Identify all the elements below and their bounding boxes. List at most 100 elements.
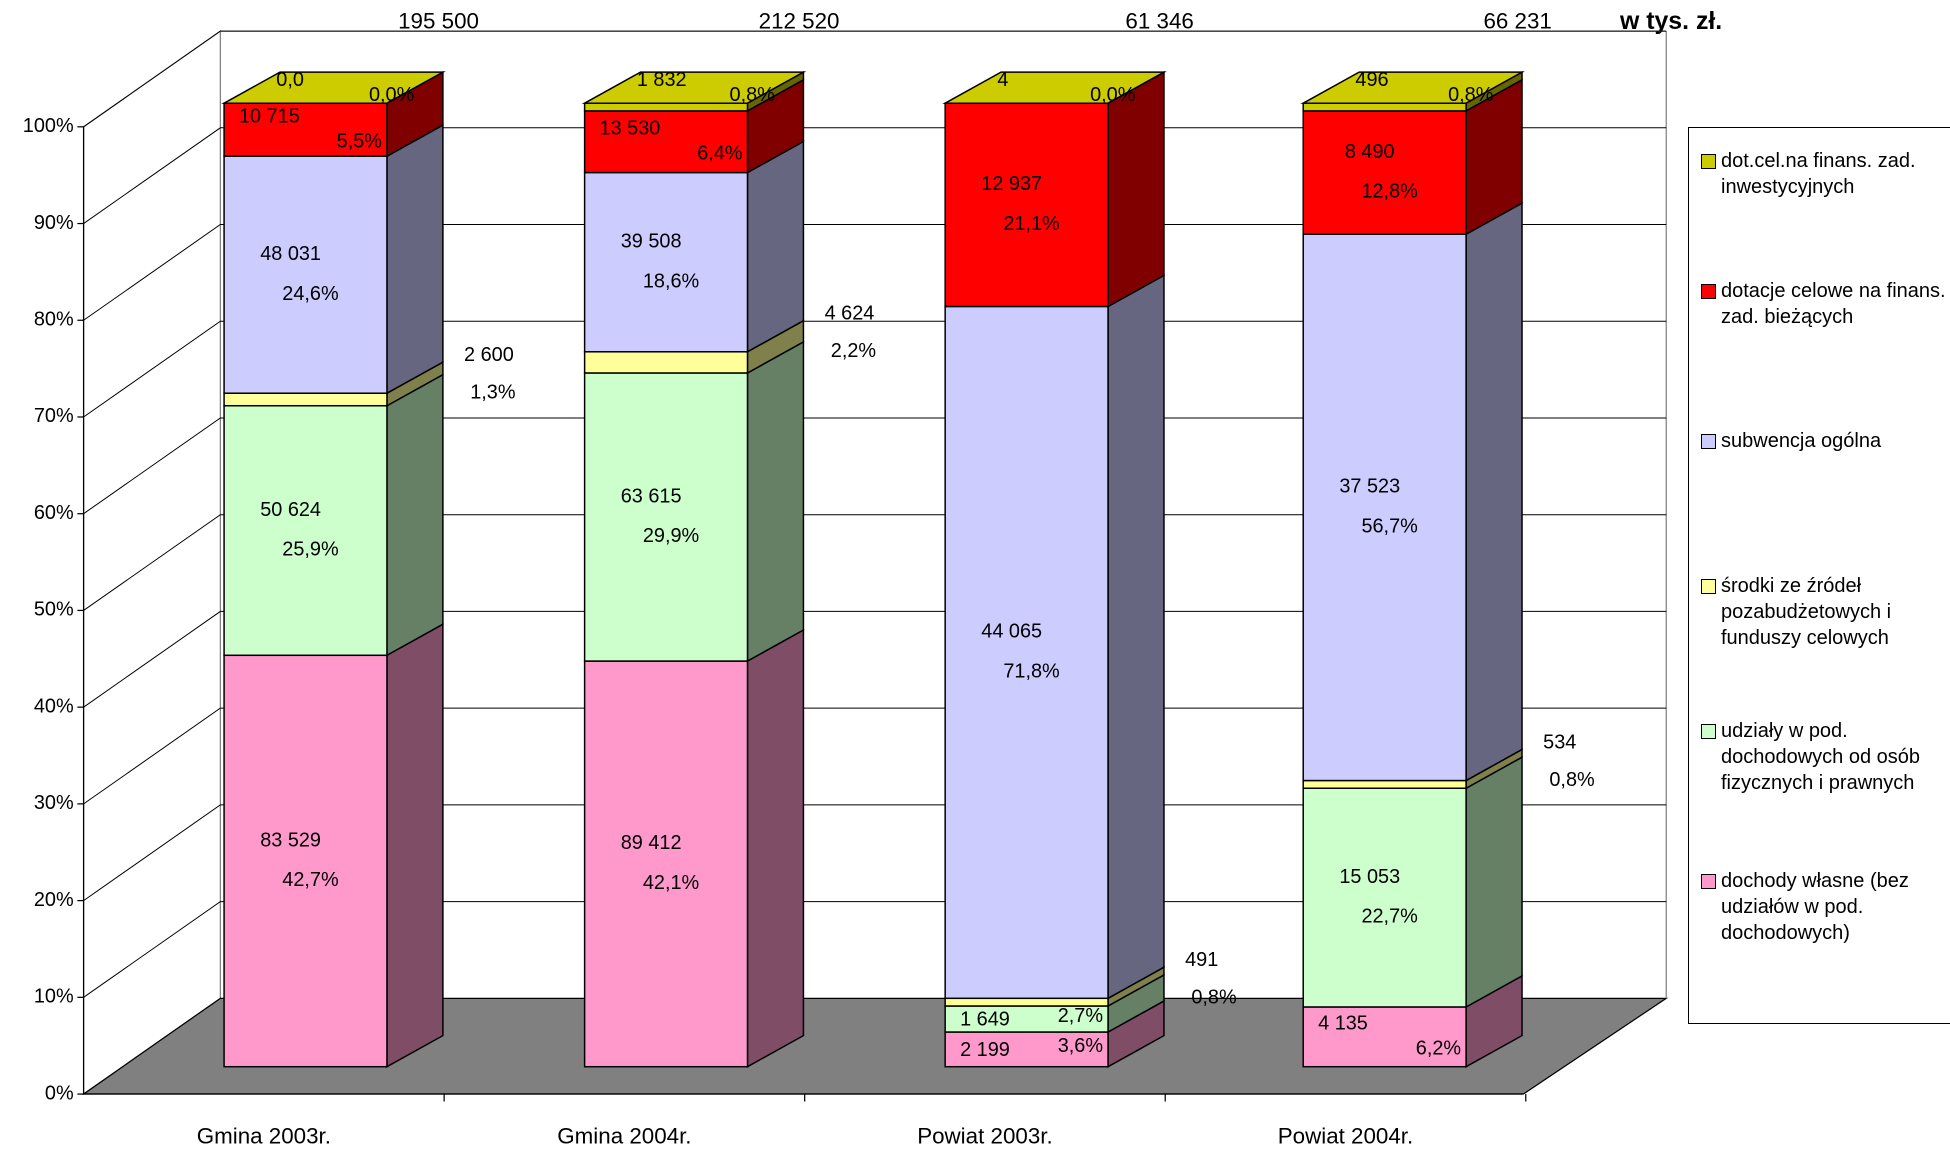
percent-label: 3,6%	[1058, 1035, 1103, 1057]
percent-label: 6,2%	[1416, 1038, 1461, 1060]
value-label: 13 530	[600, 118, 661, 140]
value-label: 0,0	[276, 69, 304, 91]
bar-segment	[583, 102, 749, 112]
legend-item: dot.cel.na finans. zad. inwestycyjnych	[1701, 148, 1950, 200]
percent-label: 18,6%	[643, 270, 699, 292]
bar-segment	[1302, 102, 1467, 112]
percent-label: 21,1%	[1003, 213, 1059, 235]
percent-label: 12,8%	[1361, 181, 1417, 203]
grid-line	[83, 514, 1667, 611]
grid-line	[83, 417, 1667, 515]
bar-side	[386, 373, 444, 657]
legend-swatch	[1701, 874, 1716, 889]
legend-item: dotacje celowe na finans. zad. bieżących	[1701, 278, 1950, 330]
bar-segment	[944, 997, 1109, 1007]
legend-item: udziały w pod. dochodowych od osób fizyc…	[1701, 718, 1950, 796]
grid-line	[83, 804, 1667, 902]
legend-label: dot.cel.na finans. zad. inwestycyjnych	[1721, 150, 1916, 198]
value-label: 1 832	[637, 69, 687, 91]
value-label: 10 715	[239, 106, 300, 128]
bar-segment	[583, 660, 749, 1068]
bar-segment	[583, 372, 749, 662]
percent-label: 6,4%	[697, 142, 742, 164]
legend-label: udziały w pod. dochodowych od osób fizyc…	[1721, 720, 1921, 794]
bar-side	[386, 622, 444, 1068]
y-tick-label: 40%	[34, 695, 74, 717]
percent-label: 56,7%	[1361, 516, 1417, 538]
bar-side	[1107, 70, 1165, 308]
bar-segment	[223, 392, 388, 407]
percent-label: 25,9%	[282, 539, 338, 561]
value-label: 4 624	[825, 303, 875, 325]
value-label: 48 031	[260, 243, 321, 265]
value-label: 12 937	[981, 173, 1042, 195]
y-tick-label: 30%	[34, 792, 74, 814]
total-label: 61 346	[1125, 8, 1193, 33]
bar-segment	[944, 102, 1109, 308]
percent-label: 0,8%	[730, 84, 775, 106]
legend-label: subwencja ogólna	[1721, 430, 1882, 452]
x-tick-label: Gmina 2003r.	[197, 1123, 331, 1148]
bar-segment	[223, 155, 388, 394]
legend-label: dotacje celowe na finans. zad. bieżących	[1721, 280, 1946, 328]
grid-line	[83, 224, 1667, 321]
percent-label: 5,5%	[337, 130, 382, 152]
value-label: 8 490	[1345, 141, 1395, 163]
percent-label: 24,6%	[282, 283, 338, 305]
value-label: 496	[1355, 69, 1388, 91]
y-tick-label: 100%	[23, 115, 74, 137]
value-label: 2 600	[464, 344, 514, 366]
bar-segment	[1302, 233, 1467, 782]
bar-segment	[583, 110, 749, 174]
bar-side	[746, 340, 805, 663]
bar-segment	[583, 171, 749, 353]
y-tick-label: 50%	[34, 599, 74, 621]
legend-swatch	[1701, 579, 1716, 594]
legend-item: subwencja ogólna	[1701, 428, 1950, 454]
grid-line	[83, 707, 1667, 805]
value-label: 63 615	[621, 485, 682, 507]
grid-line	[83, 127, 1667, 224]
bar-side	[1465, 201, 1523, 782]
bar-segment	[1302, 110, 1467, 235]
value-label: 4 135	[1318, 1013, 1368, 1035]
bar-top	[581, 71, 807, 104]
y-tick-label: 80%	[34, 309, 74, 331]
percent-label: 2,7%	[1058, 1005, 1103, 1027]
percent-label: 0,8%	[1549, 769, 1594, 791]
value-label: 4	[997, 69, 1008, 91]
value-label: 1 649	[960, 1009, 1010, 1031]
bar-top	[1300, 71, 1525, 104]
value-label: 39 508	[621, 231, 682, 253]
total-label: 195 500	[398, 8, 479, 33]
bar-segment	[944, 1005, 1109, 1033]
x-tick-label: Gmina 2004r.	[557, 1123, 691, 1148]
value-label: 15 053	[1339, 866, 1400, 888]
y-tick-label: 70%	[34, 405, 74, 427]
percent-label: 0,8%	[1191, 987, 1236, 1009]
percent-label: 42,7%	[282, 869, 338, 891]
y-tick-label: 0%	[45, 1082, 74, 1104]
bar-side	[746, 628, 805, 1068]
bar-side	[1107, 274, 1165, 1000]
percent-label: 0,0%	[369, 84, 414, 106]
bar-segment	[583, 351, 749, 374]
percent-label: 42,1%	[643, 872, 699, 894]
bar-top	[221, 71, 446, 104]
bar-segment	[944, 305, 1109, 1000]
value-label: 534	[1543, 731, 1576, 753]
percent-label: 0,0%	[1090, 84, 1135, 106]
percent-label: 29,9%	[643, 525, 699, 547]
bar-segment	[1302, 787, 1467, 1008]
legend-item: dochody własne (bez udziałów w pod. doch…	[1701, 868, 1950, 946]
bar-top	[942, 71, 1167, 104]
value-label: 89 412	[621, 832, 682, 854]
percent-label: 71,8%	[1003, 661, 1059, 683]
grid-line	[83, 30, 1667, 128]
y-tick-label: 10%	[34, 986, 74, 1008]
percent-label: 1,3%	[470, 381, 515, 403]
legend-label: środki ze źródeł pozabudżetowych i fundu…	[1721, 575, 1892, 649]
y-tick-label: 90%	[34, 212, 74, 234]
x-tick-label: Powiat 2003r.	[917, 1123, 1053, 1148]
